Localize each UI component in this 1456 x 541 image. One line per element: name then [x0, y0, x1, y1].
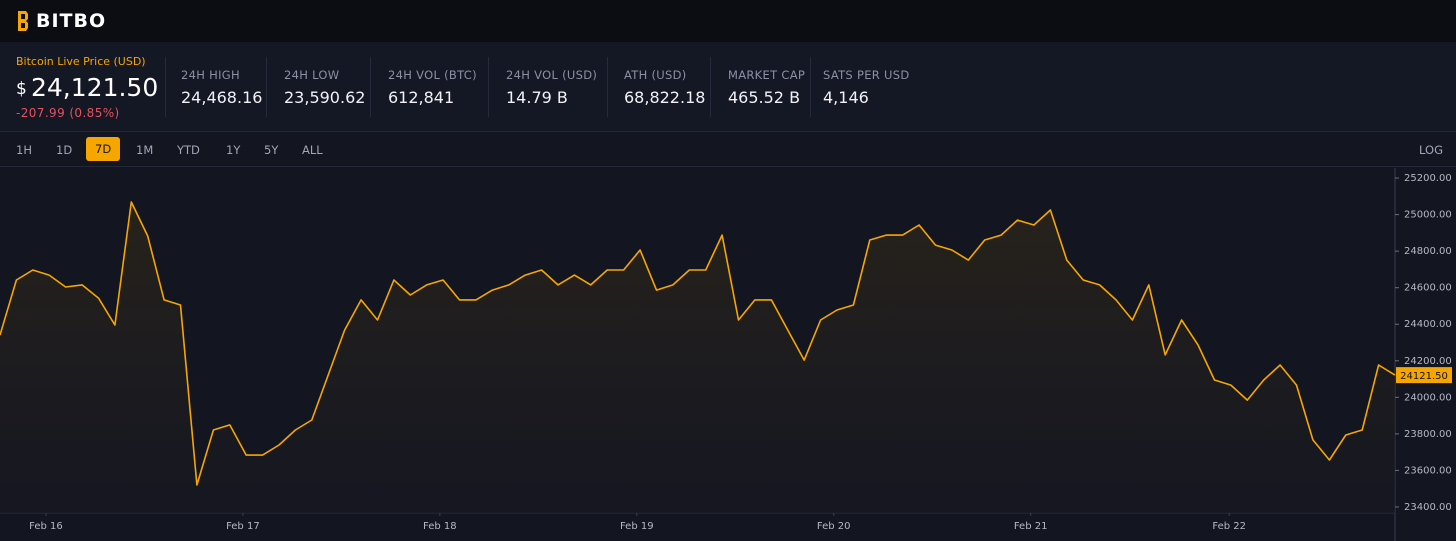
y-tick-label: 23400.00: [1404, 502, 1452, 513]
last-price-label: 24121.50: [1400, 371, 1448, 382]
timeframe-button[interactable]: 1H: [16, 143, 32, 157]
y-tick-label: 23600.00: [1404, 465, 1452, 476]
timeframe-button[interactable]: 1M: [136, 143, 154, 157]
x-tick-label: Feb 20: [817, 521, 851, 532]
x-tick-label: Feb 16: [29, 521, 63, 532]
divider: [810, 57, 811, 117]
divider: [710, 57, 711, 117]
timeframe-button[interactable]: 1D: [56, 143, 73, 157]
stat-value: 14.79 B: [506, 88, 568, 107]
stat-label: 24H VOL (BTC): [388, 68, 477, 82]
price-label: Bitcoin Live Price (USD): [16, 55, 146, 68]
timeframe-button[interactable]: 5Y: [264, 143, 279, 157]
y-tick-label: 23800.00: [1404, 429, 1452, 440]
price-change: -207.99 (0.85%): [16, 106, 120, 120]
stat-value: 465.52 B: [728, 88, 801, 107]
log-toggle[interactable]: LOG: [1419, 143, 1443, 157]
stat-value: 4,146: [823, 88, 869, 107]
stat-label: 24H LOW: [284, 68, 340, 82]
divider: [370, 57, 371, 117]
stats-panel: [0, 42, 1456, 132]
stat-label: MARKET CAP: [728, 68, 806, 82]
last-price-tag: [1396, 367, 1452, 384]
x-tick-label: Feb 18: [423, 521, 457, 532]
stat-label: 24H VOL (USD): [506, 68, 598, 82]
timeframe-button[interactable]: YTD: [177, 143, 200, 157]
y-tick-label: 24200.00: [1404, 356, 1452, 367]
price-line: [0, 201, 1396, 486]
top-bar: BITBO: [0, 0, 1456, 42]
currency-sign: $: [16, 79, 27, 99]
divider: [165, 57, 166, 117]
timeframe-button[interactable]: 7D: [86, 137, 121, 161]
stat-value: 24,468.16: [181, 88, 263, 107]
divider: [607, 57, 608, 117]
y-tick-label: 24800.00: [1404, 246, 1452, 257]
area-fill: [0, 202, 1395, 513]
brand: BITBO: [36, 10, 107, 32]
y-tick-label: 25200.00: [1404, 173, 1452, 184]
x-tick-label: Feb 21: [1014, 521, 1048, 532]
y-tick-label: 24600.00: [1404, 283, 1452, 294]
stat-label: ATH (USD): [624, 68, 687, 82]
y-tick-label: 25000.00: [1404, 210, 1452, 221]
stat-value: 612,841: [388, 88, 455, 107]
y-tick-label: 24400.00: [1404, 319, 1452, 330]
timeframe-button[interactable]: 1Y: [226, 143, 241, 157]
x-tick-label: Feb 22: [1212, 521, 1246, 532]
divider: [266, 57, 267, 117]
stat-label: 24H HIGH: [181, 68, 240, 82]
timeframe-button[interactable]: ALL: [302, 143, 323, 157]
y-tick-label: 24000.00: [1404, 392, 1452, 403]
timeframe-bar: [0, 132, 1456, 167]
stat-value: 68,822.18: [624, 88, 706, 107]
x-tick-label: Feb 17: [226, 521, 260, 532]
divider: [488, 57, 489, 117]
logo-icon: [18, 11, 28, 31]
x-tick-label: Feb 19: [620, 521, 654, 532]
stat-value: 23,590.62: [284, 88, 366, 107]
stat-label: SATS PER USD: [823, 68, 910, 82]
price-value: 24,121.50: [31, 73, 159, 102]
